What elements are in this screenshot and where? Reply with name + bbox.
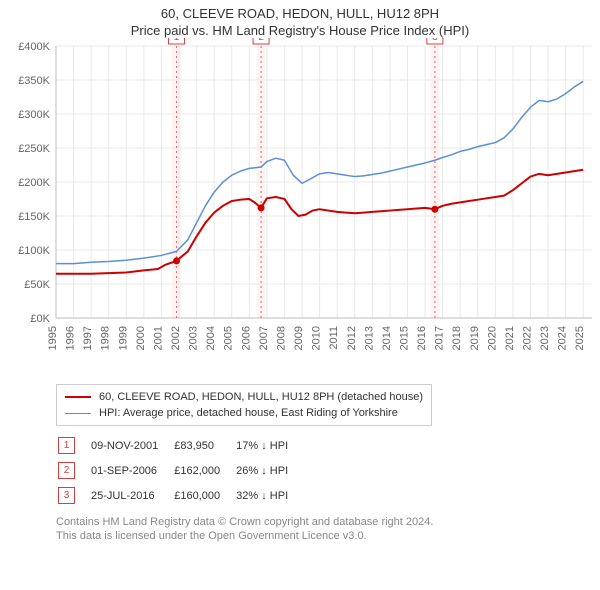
svg-text:2004: 2004: [205, 326, 217, 350]
legend-swatch-property: [65, 396, 91, 398]
svg-text:1999: 1999: [117, 326, 129, 350]
legend: 60, CLEEVE ROAD, HEDON, HULL, HU12 8PH (…: [56, 384, 432, 426]
svg-text:£150K: £150K: [18, 211, 50, 223]
svg-text:2017: 2017: [434, 326, 446, 350]
transaction-price: £83,950: [174, 434, 234, 457]
chart-container: £0K £50K £100K £150K £200K £250K £300K £350K £40…: [0, 38, 600, 378]
svg-text:2015: 2015: [398, 326, 410, 350]
title-line-1: 60, CLEEVE ROAD, HEDON, HULL, HU12 8PH: [0, 6, 600, 21]
svg-text:£100K: £100K: [18, 245, 50, 257]
legend-item-hpi: HPI: Average price, detached house, East…: [65, 405, 423, 421]
svg-text:£200K: £200K: [18, 177, 50, 189]
svg-text:2002: 2002: [170, 326, 182, 350]
svg-text:2010: 2010: [311, 326, 323, 350]
svg-text:2020: 2020: [486, 326, 498, 350]
svg-text:2001: 2001: [152, 326, 164, 350]
svg-text:2011: 2011: [328, 326, 340, 350]
svg-text:1995: 1995: [47, 326, 59, 350]
svg-text:2022: 2022: [521, 326, 533, 350]
svg-text:3: 3: [432, 38, 438, 43]
svg-text:2018: 2018: [451, 326, 463, 350]
transaction-badge: 1: [58, 437, 75, 454]
legend-label-property: 60, CLEEVE ROAD, HEDON, HULL, HU12 8PH (…: [99, 389, 423, 405]
svg-text:1998: 1998: [100, 326, 112, 350]
footer-line-1: Contains HM Land Registry data © Crown c…: [56, 515, 600, 529]
transaction-price: £162,000: [174, 459, 234, 482]
transactions-table: 1 09-NOV-2001£83,95017% ↓ HPI 2 01-SEP-2006…: [56, 432, 304, 509]
attribution-footer: Contains HM Land Registry data © Crown c…: [56, 515, 600, 543]
svg-text:2025: 2025: [574, 326, 586, 350]
transaction-badge: 2: [58, 462, 75, 479]
svg-text:2006: 2006: [240, 326, 252, 350]
transaction-date: 01-SEP-2006: [91, 459, 172, 482]
transaction-row: 2 01-SEP-2006£162,00026% ↓ HPI: [58, 459, 302, 482]
svg-text:2012: 2012: [346, 326, 358, 350]
svg-text:2021: 2021: [504, 326, 516, 350]
transaction-delta: 17% ↓ HPI: [236, 434, 302, 457]
transaction-badge: 3: [58, 487, 75, 504]
svg-text:2019: 2019: [469, 326, 481, 350]
transaction-row: 1 09-NOV-2001£83,95017% ↓ HPI: [58, 434, 302, 457]
svg-text:£50K: £50K: [24, 279, 50, 291]
svg-text:2024: 2024: [557, 326, 569, 350]
svg-text:2007: 2007: [258, 326, 270, 350]
svg-text:2013: 2013: [363, 326, 375, 350]
svg-text:£250K: £250K: [18, 143, 50, 155]
transaction-date: 25-JUL-2016: [91, 484, 172, 507]
svg-text:£300K: £300K: [18, 109, 50, 121]
legend-item-property: 60, CLEEVE ROAD, HEDON, HULL, HU12 8PH (…: [65, 389, 423, 405]
svg-text:2000: 2000: [135, 326, 147, 350]
svg-text:2014: 2014: [381, 326, 393, 350]
svg-text:2003: 2003: [188, 326, 200, 350]
svg-text:2016: 2016: [416, 326, 428, 350]
legend-swatch-hpi: [65, 413, 91, 414]
svg-text:2008: 2008: [275, 326, 287, 350]
transaction-delta: 26% ↓ HPI: [236, 459, 302, 482]
svg-text:2005: 2005: [223, 326, 235, 350]
svg-text:2023: 2023: [539, 326, 551, 350]
svg-text:2009: 2009: [293, 326, 305, 350]
svg-text:1997: 1997: [82, 326, 94, 350]
price-vs-hpi-chart: £0K £50K £100K £150K £200K £250K £300K £350K £40…: [0, 38, 600, 378]
svg-text:£350K: £350K: [18, 75, 50, 87]
svg-text:2: 2: [258, 38, 264, 43]
transaction-date: 09-NOV-2001: [91, 434, 172, 457]
legend-label-hpi: HPI: Average price, detached house, East…: [99, 405, 398, 421]
svg-text:1996: 1996: [65, 326, 77, 350]
transaction-row: 3 25-JUL-2016£160,00032% ↓ HPI: [58, 484, 302, 507]
footer-line-2: This data is licensed under the Open Gov…: [56, 529, 600, 543]
svg-text:£0K: £0K: [30, 313, 50, 325]
title-line-2: Price paid vs. HM Land Registry's House …: [0, 23, 600, 38]
transaction-delta: 32% ↓ HPI: [236, 484, 302, 507]
transaction-price: £160,000: [174, 484, 234, 507]
svg-text:1: 1: [174, 38, 180, 43]
chart-title-block: 60, CLEEVE ROAD, HEDON, HULL, HU12 8PH P…: [0, 6, 600, 38]
svg-text:£400K: £400K: [18, 41, 50, 53]
